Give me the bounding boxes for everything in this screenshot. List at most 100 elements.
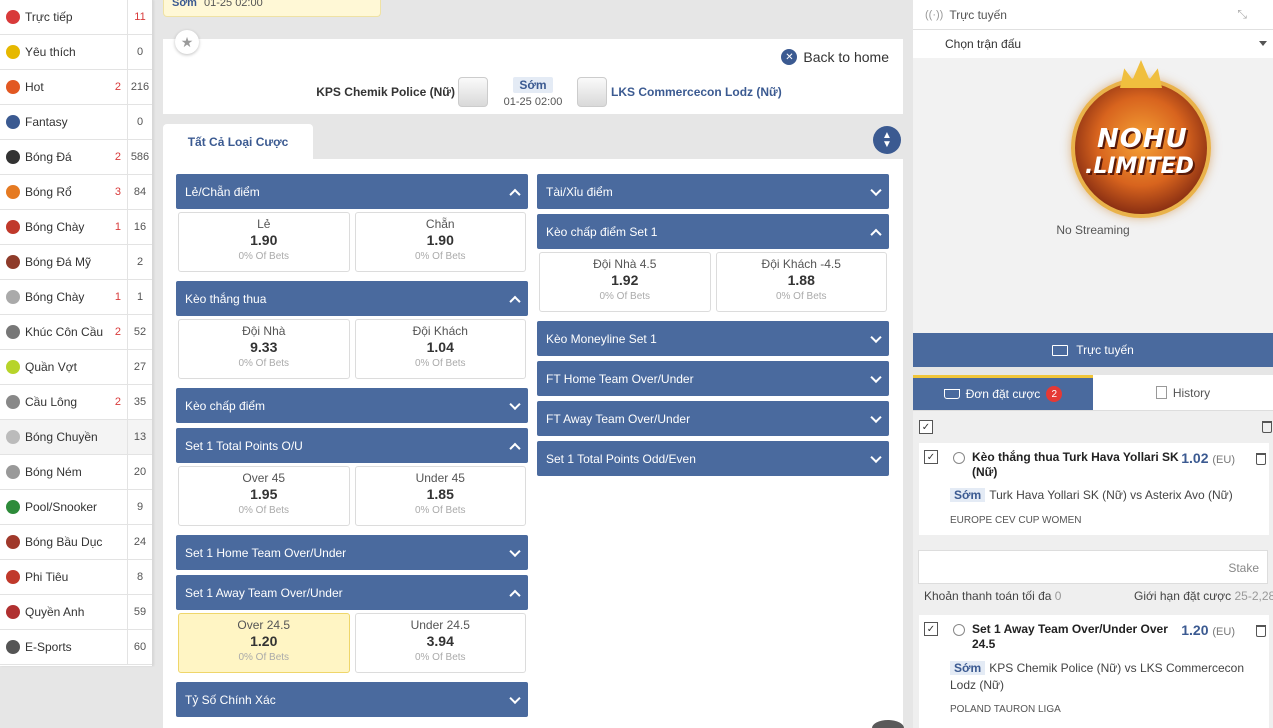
- sidebar-item[interactable]: Bóng Chuyền 13: [0, 420, 152, 455]
- sidebar-item-label: Pool/Snooker: [25, 500, 98, 514]
- odds-button[interactable]: Đội Nhà 4.5 1.92 0% Of Bets: [539, 252, 711, 312]
- sidebar-item[interactable]: Trực tiếp 11: [0, 0, 152, 35]
- sidebar-item[interactable]: Phi Tiêu 8: [0, 560, 152, 595]
- market-header[interactable]: Set 1 Total Points Odd/Even: [537, 441, 889, 476]
- sidebar-item[interactable]: Bóng Rổ 3 84: [0, 175, 152, 210]
- event-count: 8: [127, 560, 152, 594]
- bet-limits-row: Khoản thanh toán tối đa 0 Giới hạn đặt c…: [913, 586, 1273, 608]
- sport-icon: [6, 570, 20, 584]
- max-payout-label: Khoản thanh toán tối đa: [924, 589, 1052, 603]
- odds-button[interactable]: Over 45 1.95 0% Of Bets: [178, 466, 350, 526]
- odds-name: Over 24.5: [237, 618, 291, 632]
- minimize-icon[interactable]: ⤡: [1237, 7, 1247, 21]
- sidebar-item[interactable]: Bóng Đá Mỹ 2: [0, 245, 152, 280]
- match-header: ★ ✕ Back to home KPS Chemik Police (Nữ) …: [163, 30, 903, 114]
- event-count: 52: [127, 315, 152, 349]
- odds-button[interactable]: Under 45 1.85 0% Of Bets: [354, 466, 526, 526]
- odds-button[interactable]: Over 24.5 1.20 0% Of Bets: [178, 613, 350, 673]
- odds-button[interactable]: Đội Nhà 9.33 0% Of Bets: [178, 319, 350, 379]
- bet-checkbox[interactable]: ✓: [924, 450, 938, 464]
- delete-bet-icon[interactable]: [1256, 453, 1266, 465]
- bet-item: ✓ Kèo thắng thua Turk Hava Yollari SK (N…: [919, 443, 1269, 535]
- sidebar-item[interactable]: Hot 2 216: [0, 70, 152, 105]
- sidebar-item[interactable]: E-Sports 60: [0, 630, 152, 665]
- sidebar-item-label: Phi Tiêu: [25, 570, 69, 584]
- odds-button[interactable]: Lẻ 1.90 0% Of Bets: [178, 212, 350, 272]
- market-title: FT Away Team Over/Under: [546, 411, 691, 426]
- chevron-down-icon: [870, 371, 882, 383]
- market-header[interactable]: Lẻ/Chẵn điểm: [176, 174, 528, 209]
- delete-all-icon[interactable]: [1262, 421, 1272, 433]
- market-header[interactable]: Kèo chấp điểm: [176, 388, 528, 423]
- sidebar-item[interactable]: Yêu thích 0: [0, 35, 152, 70]
- match-select-dropdown[interactable]: Chọn trận đấu: [913, 30, 1273, 58]
- market-header[interactable]: Set 1 Total Points O/U: [176, 428, 528, 463]
- market-header[interactable]: Kèo chấp điểm Set 1: [537, 214, 889, 249]
- previous-match-strip[interactable]: Sớm 01-25 02:00: [163, 0, 381, 17]
- odds-percentage: 0% Of Bets: [414, 251, 466, 262]
- market-header[interactable]: Kèo Moneyline Set 1: [537, 321, 889, 356]
- bet-teams: KPS Chemik Police (Nữ) vs LKS Commerceco…: [950, 661, 1244, 692]
- bet-limit: Giới hạn đặt cược 25-2,280: [1134, 589, 1273, 603]
- match-status-badge: Sớm: [513, 77, 553, 93]
- bet-league: POLAND TAURON LIGA: [950, 704, 1061, 715]
- odds-button[interactable]: Under 24.5 3.94 0% Of Bets: [354, 613, 526, 673]
- odds-name: Đội Nhà 4.5: [593, 257, 657, 271]
- event-count: 16: [127, 210, 152, 244]
- close-icon: ✕: [781, 49, 798, 65]
- sport-icon: [6, 115, 20, 129]
- bet-price: 1.02 (EU): [1181, 450, 1235, 466]
- sidebar-item[interactable]: Khúc Côn Cầu 2 52: [0, 315, 152, 350]
- sidebar-item[interactable]: Bóng Chày 1 1: [0, 280, 152, 315]
- odds-value: 9.33: [250, 339, 278, 355]
- sidebar-item-label: E-Sports: [25, 640, 72, 654]
- bet-teams: Turk Hava Yollari SK (Nữ) vs Asterix Avo…: [989, 488, 1233, 502]
- bet-count-badge: 2: [1046, 386, 1063, 402]
- market-header[interactable]: Tài/Xỉu điểm: [537, 174, 889, 209]
- chevron-down-icon: [509, 545, 521, 557]
- sidebar-item[interactable]: Bóng Ném 20: [0, 455, 152, 490]
- sport-icon: [6, 220, 20, 234]
- no-streaming-text: No Streaming: [1056, 223, 1130, 237]
- bet-price: 1.20 (EU): [1181, 622, 1235, 638]
- odds-button[interactable]: Đội Khách -4.5 1.88 0% Of Bets: [715, 252, 887, 312]
- market-header[interactable]: Tỷ Số Chính Xác: [176, 682, 528, 717]
- odds-button[interactable]: Chẵn 1.90 0% Of Bets: [354, 212, 526, 272]
- market-header[interactable]: Set 1 Home Team Over/Under: [176, 535, 528, 570]
- sport-icon: [6, 185, 20, 199]
- tab-bet-slip[interactable]: Đơn đặt cược 2: [913, 375, 1093, 410]
- odds-button[interactable]: Đội Khách 1.04 0% Of Bets: [354, 319, 526, 379]
- bet-slip-tabs: Đơn đặt cược 2 History: [913, 375, 1273, 411]
- back-to-home-button[interactable]: ✕ Back to home: [781, 47, 889, 67]
- stake-input[interactable]: Stake: [918, 550, 1268, 584]
- expand-collapse-icon[interactable]: ▲ ▼: [873, 126, 901, 154]
- select-all-checkbox[interactable]: ✓: [919, 420, 933, 434]
- scroll-top-button[interactable]: [872, 720, 904, 728]
- sidebar-item[interactable]: Pool/Snooker 9: [0, 490, 152, 525]
- market-header[interactable]: Kèo thắng thua: [176, 281, 528, 316]
- sidebar-item[interactable]: Cầu Lông 2 35: [0, 385, 152, 420]
- market-header[interactable]: FT Home Team Over/Under: [537, 361, 889, 396]
- market-header[interactable]: Set 1 Away Team Over/Under: [176, 575, 528, 610]
- match-status: Sớm 01-25 02:00: [501, 77, 565, 108]
- tab-history[interactable]: History: [1093, 375, 1273, 410]
- odds-value: 1.90: [426, 232, 454, 248]
- sidebar-item[interactable]: Bóng Chày 1 16: [0, 210, 152, 245]
- sidebar-item[interactable]: Quần Vợt 27: [0, 350, 152, 385]
- nohu-limited-logo: NOHU .LIMITED: [1071, 60, 1211, 218]
- delete-bet-icon[interactable]: [1256, 625, 1266, 637]
- tab-all-bet-types[interactable]: Tất Cả Loại Cược: [163, 124, 313, 160]
- market-title: Tỷ Số Chính Xác: [185, 692, 276, 707]
- market-title: Kèo chấp điểm: [185, 398, 266, 413]
- live-stream-button[interactable]: Trực tuyến: [913, 333, 1273, 367]
- odds-row: Over 24.5 1.20 0% Of Bets Under 24.5 3.94 0% …: [176, 613, 528, 673]
- sidebar-item[interactable]: Fantasy 0: [0, 105, 152, 140]
- favorite-star-icon[interactable]: ★: [175, 30, 199, 54]
- market-header[interactable]: FT Away Team Over/Under: [537, 401, 889, 436]
- sidebar-item[interactable]: Bóng Đá 2 586: [0, 140, 152, 175]
- sport-icon: [6, 255, 20, 269]
- sidebar-item[interactable]: Bóng Bầu Dục 24: [0, 525, 152, 560]
- bet-checkbox[interactable]: ✓: [924, 622, 938, 636]
- sidebar-item[interactable]: Quyền Anh 59: [0, 595, 152, 630]
- sidebar-item-label: Bóng Chày: [25, 220, 85, 234]
